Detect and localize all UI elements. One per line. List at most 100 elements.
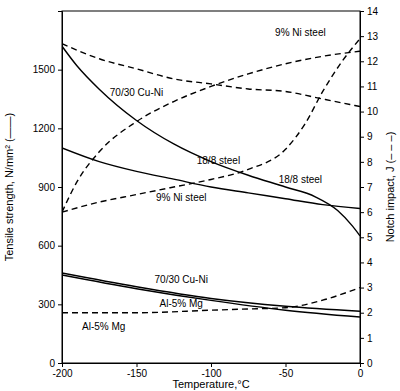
y2-tick: 8 — [360, 157, 373, 168]
series-line — [62, 46, 360, 236]
series-line — [62, 273, 360, 311]
y-axis-line — [58, 12, 63, 364]
y2-tick-label: 8 — [367, 157, 373, 168]
y2-tick-label: 13 — [367, 31, 379, 42]
series-label: Al-5% Mg — [82, 321, 125, 332]
y2-tick: 7 — [360, 182, 373, 193]
x-tick-mark — [286, 363, 287, 367]
x-tick: -150 — [127, 363, 147, 379]
y-axis: 0 300 600 900 1200 1500 — [33, 12, 63, 369]
y2-tick: 14 — [360, 6, 379, 17]
y-tick-label: 0 — [49, 358, 55, 369]
series-line — [62, 148, 360, 209]
y2-tick-label: 2 — [367, 307, 373, 318]
y-tick-mark — [58, 187, 62, 188]
y2-tick-label: 14 — [367, 6, 379, 17]
lines — [62, 39, 360, 317]
y2-axis-title: Notch impact, J (– – –) — [384, 132, 396, 243]
y2-tick: 12 — [360, 56, 379, 67]
series-label: Al-5% Mg — [160, 298, 203, 309]
y2-tick-mark — [360, 363, 364, 364]
y2-tick: 1 — [360, 333, 373, 344]
plot-frame — [62, 11, 360, 363]
x-tick: -200 — [52, 363, 72, 379]
y-tick-label: 900 — [38, 182, 55, 193]
y-tick: 600 — [38, 240, 62, 251]
y2-tick-mark — [360, 112, 364, 113]
y-tick-mark — [58, 304, 62, 305]
y-tick-label: 1500 — [33, 64, 56, 75]
y-tick: 1500 — [33, 64, 62, 75]
y2-tick-mark — [360, 212, 364, 213]
x-tick-label: -150 — [127, 368, 147, 379]
series-label: 70/30 Cu-Ni — [110, 87, 163, 98]
y2-tick-mark — [360, 187, 364, 188]
series-label: 70/30 Cu-Ni — [155, 274, 208, 285]
y2-tick: 13 — [360, 31, 379, 42]
series-label: 9% Ni steel — [156, 192, 207, 203]
series-label: 9% Ni steel — [275, 27, 326, 38]
y2-tick-label: 4 — [367, 257, 373, 268]
y2-tick: 2 — [360, 307, 373, 318]
y2-tick-mark — [360, 61, 364, 62]
y-tick: 1200 — [33, 123, 62, 134]
y-tick-mark — [58, 70, 62, 71]
y-tick-label: 1200 — [33, 123, 56, 134]
x-tick-label: -50 — [279, 368, 294, 379]
chart: -200-150-100-500030060090012001500012345… — [0, 0, 400, 391]
y2-tick-label: 10 — [367, 106, 379, 117]
y2-tick: 3 — [360, 282, 373, 293]
y2-axis-line — [361, 12, 365, 364]
y-tick-mark — [58, 128, 62, 129]
x-tick-label: 0 — [358, 368, 364, 379]
x-tick: 0 — [358, 363, 364, 379]
x-axis-line — [63, 364, 361, 368]
y2-tick: 10 — [360, 106, 379, 117]
y2-tick-label: 9 — [367, 131, 373, 142]
y2-tick-mark — [360, 162, 364, 163]
x-axis: -200 -150 -100 -50 0 — [52, 363, 363, 379]
y2-tick-mark — [360, 11, 364, 12]
y2-tick-label: 0 — [367, 358, 373, 369]
y2-tick-label: 5 — [367, 232, 373, 243]
y2-tick-label: 11 — [367, 81, 378, 92]
y2-tick-mark — [360, 237, 364, 238]
y2-tick-label: 3 — [367, 282, 373, 293]
y2-tick: 11 — [360, 81, 378, 92]
y2-tick-mark — [360, 338, 364, 339]
y2-tick: 9 — [360, 131, 373, 142]
y2-tick: 5 — [360, 232, 373, 243]
y-tick: 300 — [38, 299, 62, 310]
x-axis-title: Temperature,°C — [172, 378, 249, 390]
y-tick-mark — [58, 363, 62, 364]
y-tick-label: 600 — [38, 240, 55, 251]
x-tick-mark — [137, 363, 138, 367]
y2-tick-label: 1 — [367, 333, 373, 344]
series-line — [62, 288, 360, 313]
y2-axis: 01234567891011121314 — [360, 6, 379, 369]
y2-tick-mark — [360, 36, 364, 37]
y-tick-label: 300 — [38, 299, 55, 310]
series-line — [62, 51, 360, 212]
y-tick-mark — [58, 246, 62, 247]
y2-tick-label: 7 — [367, 182, 373, 193]
series-line — [62, 275, 360, 317]
y2-tick-label: 6 — [367, 207, 373, 218]
y2-tick-mark — [360, 86, 364, 87]
y2-tick-mark — [360, 288, 364, 289]
x-tick: -50 — [279, 363, 294, 379]
y2-tick-mark — [360, 262, 364, 263]
series-line — [62, 44, 360, 107]
y2-tick-label: 12 — [367, 56, 379, 67]
y2-tick-mark — [360, 313, 364, 314]
y-tick: 0 — [49, 358, 62, 369]
x-tick: -100 — [201, 363, 221, 379]
y2-tick-mark — [360, 137, 364, 138]
y2-tick: 0 — [360, 358, 373, 369]
series-label: 18/8 steel — [279, 174, 322, 185]
y2-tick: 6 — [360, 207, 373, 218]
x-tick-mark — [211, 363, 212, 367]
series-line — [62, 39, 360, 212]
y2-tick: 4 — [360, 257, 373, 268]
y-axis-title: Tensile strength, N/mm² (——) — [3, 113, 15, 262]
